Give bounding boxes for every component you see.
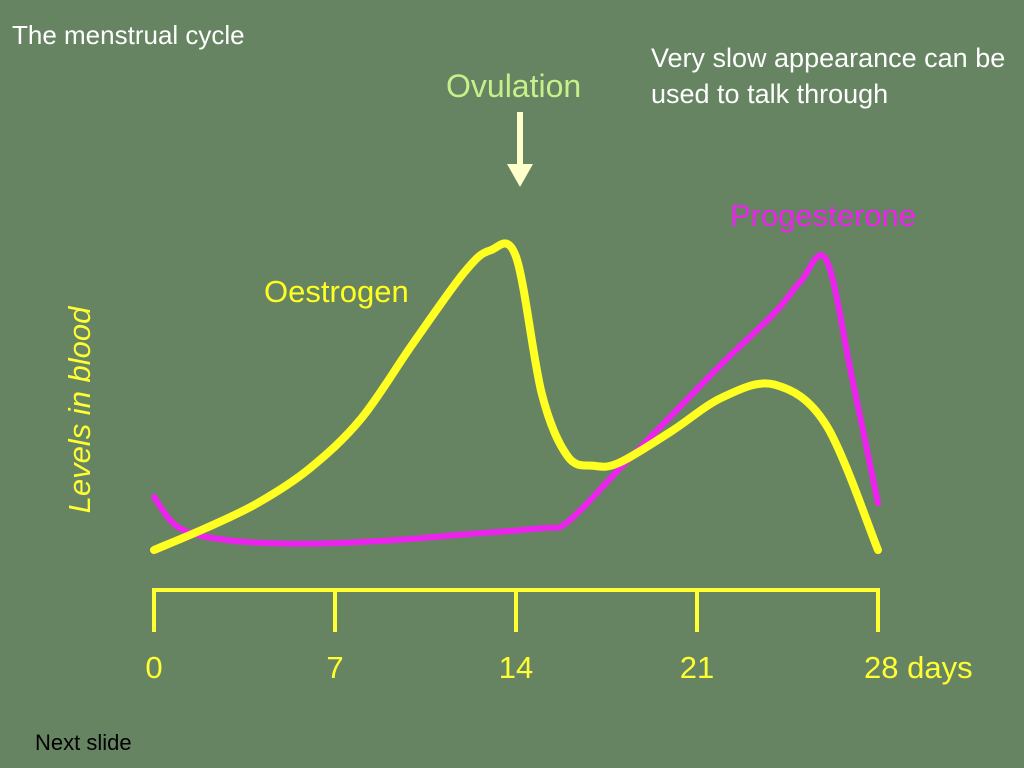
x-tick-label: 21 xyxy=(680,650,714,685)
ovulation-arrow xyxy=(507,112,533,187)
x-tick-label: 7 xyxy=(326,650,343,685)
oestrogen-line xyxy=(150,239,882,554)
slide-title: The menstrual cycle xyxy=(12,20,245,50)
progesterone-label: Progesterone xyxy=(730,198,916,233)
arrow-head xyxy=(507,164,533,187)
series-layer xyxy=(150,239,882,554)
x-tick-label: 28 days xyxy=(864,650,973,685)
x-tick-label: 0 xyxy=(145,650,162,685)
oestrogen-label: Oestrogen xyxy=(264,274,409,309)
presenter-note: Very slow appearance can be used to talk… xyxy=(651,43,1006,109)
x-tick-label: 14 xyxy=(499,650,533,685)
x-axis: 0 7 14 21 28 days xyxy=(145,588,973,685)
progesterone-line xyxy=(151,252,881,547)
labels-layer: Oestrogen Progesterone xyxy=(264,198,916,309)
next-slide-link[interactable]: Next slide xyxy=(35,730,132,755)
ovulation-annotation: Ovulation xyxy=(446,68,582,104)
